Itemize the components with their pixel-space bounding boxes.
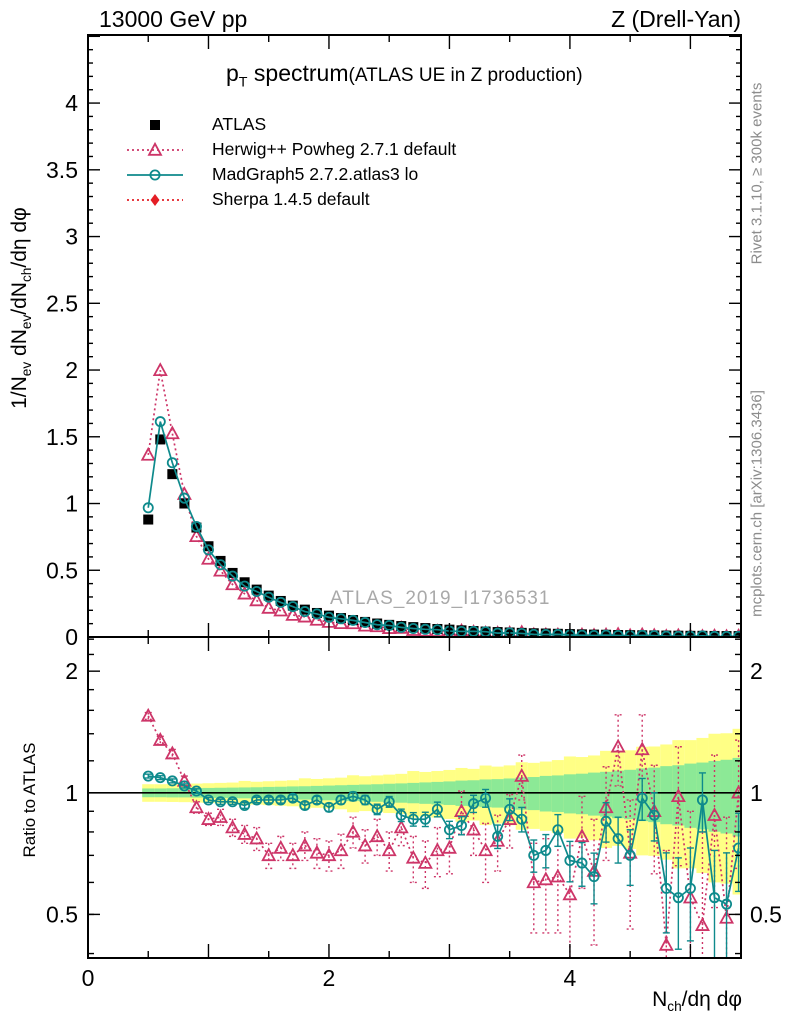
svg-text:4: 4 <box>65 90 78 116</box>
svg-text:1: 1 <box>750 780 763 806</box>
svg-text:1: 1 <box>65 491 78 517</box>
series-ratio-herwig <box>140 707 741 958</box>
x-axis-label: Nch/dη dφ <box>652 988 742 1015</box>
plot-title-paren: (ATLAS UE in Z production) <box>348 65 583 86</box>
svg-text:0.5: 0.5 <box>46 901 78 927</box>
svg-text:0: 0 <box>65 624 78 650</box>
rivet-version-note: Rivet 3.1.10, ≥ 300k events <box>748 82 766 265</box>
analysis-id-watermark: ATLAS_2019_I1736531 <box>330 588 551 609</box>
y-axis-label-main: 1/Nev dNev/dNch/dη dφ <box>7 207 35 409</box>
mcplots-reference-note: mcplots.cern.ch [arXiv:1306.3436] <box>748 390 766 617</box>
legend-label: Sherpa 1.4.5 default <box>212 189 370 209</box>
legend-item-atlas: ATLAS <box>126 112 456 137</box>
plot-title-main: pT spectrum <box>226 60 349 91</box>
process-label: Z (Drell-Yan) <box>611 6 741 32</box>
svg-text:2: 2 <box>65 357 78 383</box>
svg-text:0.5: 0.5 <box>750 901 782 927</box>
legend-label: Herwig++ Powheg 2.7.1 default <box>212 139 457 159</box>
svg-text:2: 2 <box>65 658 78 684</box>
beam-energy-label: 13000 GeV pp <box>99 6 248 32</box>
legend: ATLAS Herwig++ Powheg 2.7.1 default MadGra… <box>126 112 456 212</box>
legend-label: MadGraph5 2.7.2.atlas3 lo <box>212 164 419 184</box>
legend-item-madgraph: MadGraph5 2.7.2.atlas3 lo <box>126 162 456 187</box>
svg-text:2: 2 <box>323 965 336 991</box>
legend-marker-circle-open <box>127 169 183 180</box>
svg-text:3: 3 <box>65 224 78 250</box>
series-main-atlas <box>143 434 741 637</box>
svg-text:1: 1 <box>65 780 78 806</box>
svg-text:2.5: 2.5 <box>46 290 78 316</box>
legend-item-sherpa: Sherpa 1.4.5 default <box>126 187 456 212</box>
legend-label: ATLAS <box>212 114 267 134</box>
svg-text:3.5: 3.5 <box>46 157 78 183</box>
legend-item-herwig: Herwig++ Powheg 2.7.1 default <box>126 137 456 162</box>
series-ratio-madgraph <box>142 770 741 958</box>
legend-marker-square-filled <box>150 119 160 130</box>
svg-text:2: 2 <box>750 658 763 684</box>
ratio-panel-frame <box>87 636 742 959</box>
axis-tick-labels: 0 0.5 1 1.5 2 2.5 3 3.5 4 0.5 0.5 1 1 2 2 0 2 4 <box>46 90 782 991</box>
y-axis-label-ratio: Ratio to ATLAS <box>20 742 39 858</box>
series-main-madgraph <box>142 416 741 637</box>
legend-marker-triangle-open <box>127 141 183 156</box>
svg-text:0.5: 0.5 <box>46 557 78 583</box>
svg-text:1.5: 1.5 <box>46 424 78 450</box>
svg-text:0: 0 <box>82 965 95 991</box>
legend-marker-diamond-filled <box>127 193 183 206</box>
plot-title: pT spectrum(ATLAS UE in Z production) <box>226 60 583 91</box>
axis-ticks <box>88 35 741 958</box>
svg-text:4: 4 <box>564 965 577 991</box>
